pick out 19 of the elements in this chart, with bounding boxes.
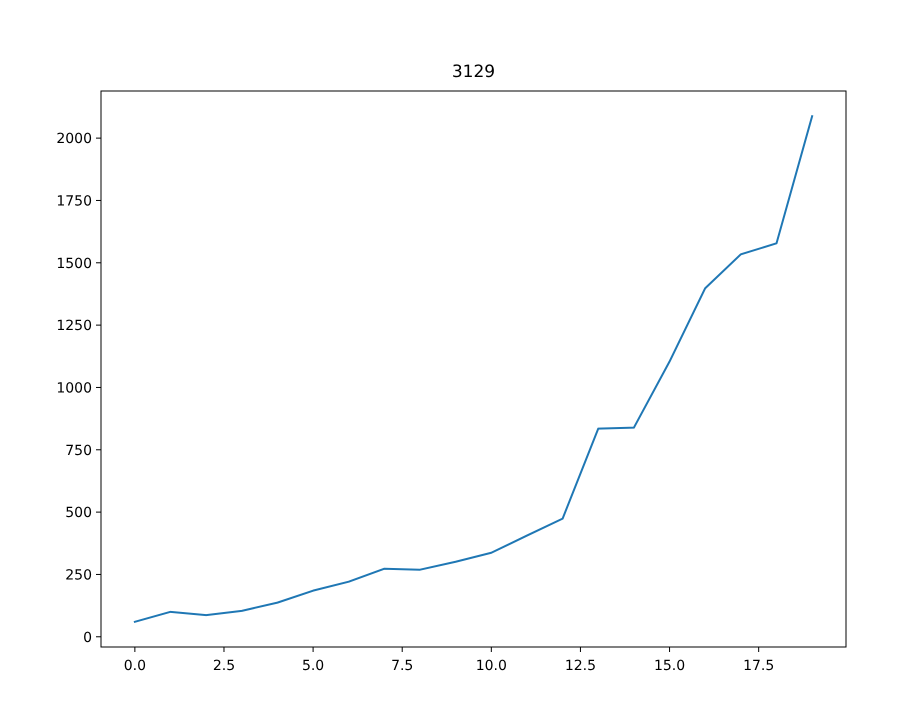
x-tick-label: 7.5: [391, 658, 414, 674]
y-tick-label: 1750: [56, 193, 92, 210]
y-tick-label: 0: [83, 630, 92, 646]
x-tick-label: 12.5: [564, 658, 596, 674]
y-tick-label: 1250: [56, 318, 92, 334]
y-tick-label: 500: [65, 505, 92, 522]
x-tick-label: 2.5: [212, 658, 236, 674]
line-series: [134, 115, 814, 623]
x-tick-label: 17.5: [743, 658, 774, 674]
y-tick-label: 250: [65, 567, 92, 584]
x-tick-label: 15.0: [654, 658, 686, 674]
y-tick-label: 1000: [56, 380, 92, 396]
x-tick-label: 0.0: [124, 658, 146, 674]
y-tick-label: 750: [65, 442, 92, 459]
x-tick-label: 5.0: [302, 658, 324, 674]
y-tick-label: 1500: [56, 256, 92, 272]
x-tick-label: 10.0: [476, 658, 507, 674]
y-tick-label: 2000: [56, 131, 92, 148]
chart-title: 3129: [452, 62, 496, 82]
